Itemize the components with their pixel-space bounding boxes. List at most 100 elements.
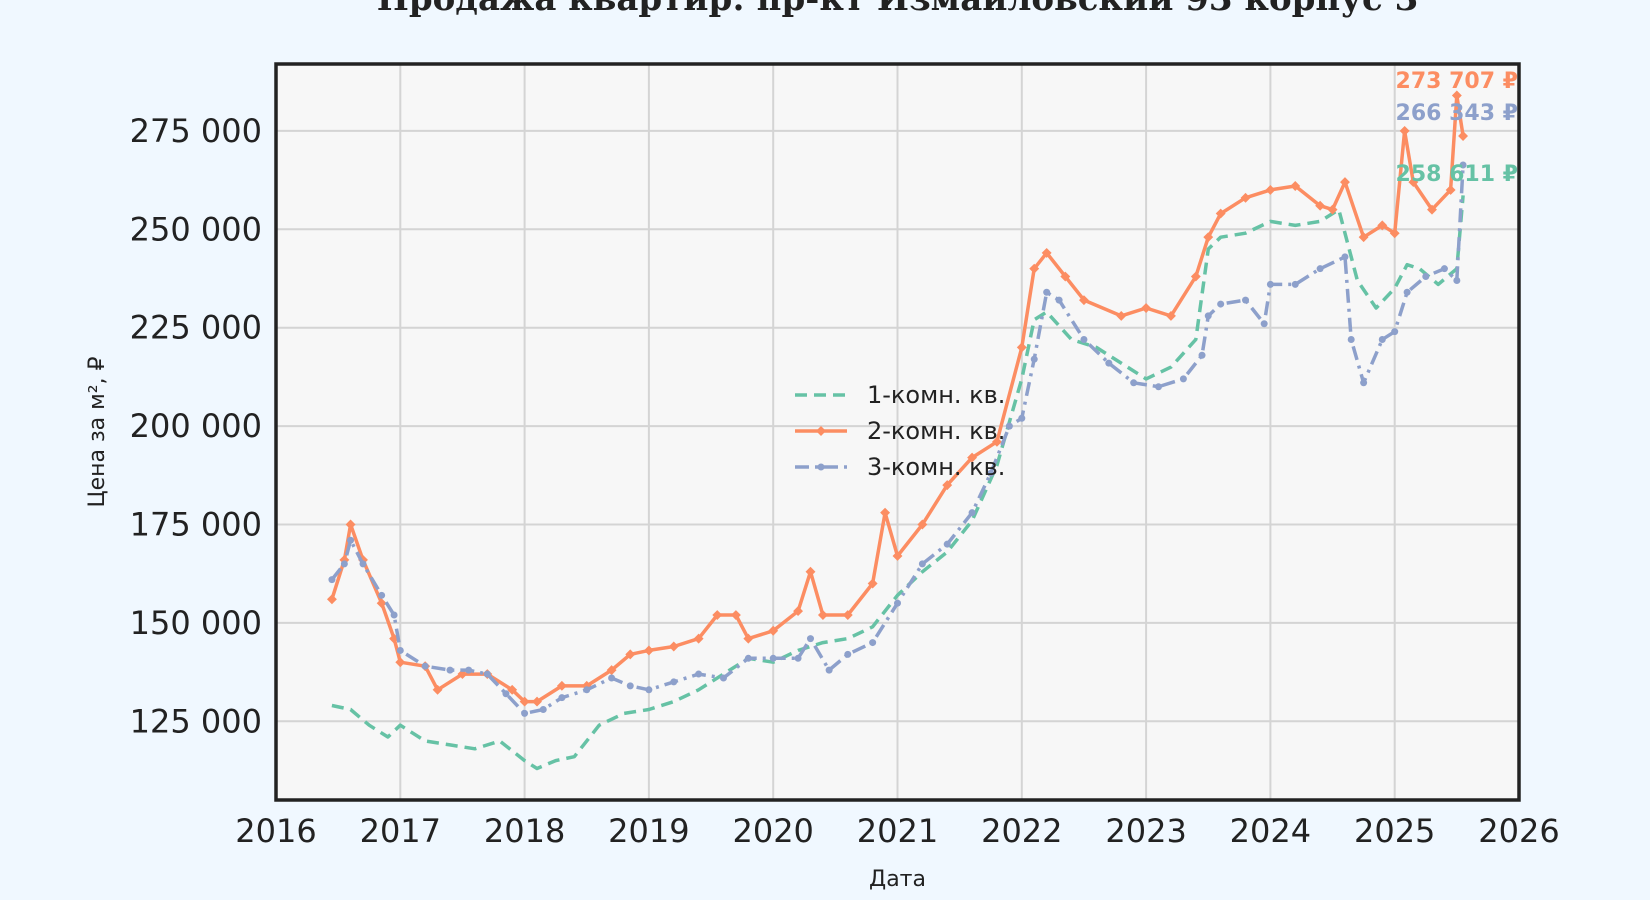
y-tick-label: 225 000 [130,309,262,347]
data-point [1190,271,1201,282]
data-point [1378,336,1386,344]
data-point [670,678,678,686]
data-point [1060,271,1071,282]
x-tick-label: 2026 [1478,812,1559,850]
legend-marker [817,463,825,471]
data-point [1316,265,1324,273]
data-point [606,665,617,676]
legend: 1-комн. кв. 2-комн. кв. 3-комн. кв. [795,381,1005,481]
x-tick-label: 2022 [981,812,1062,850]
y-tick-label: 275 000 [130,112,262,150]
data-point [942,480,953,491]
legend-label: 2-комн. кв. [867,417,1005,445]
data-point [769,654,777,662]
data-point [1340,177,1350,188]
data-point [1240,192,1251,203]
legend-label: 3-комн. кв. [867,453,1005,481]
data-point [805,566,816,577]
y-axis-ticks: 125 000 150 000 175 000 200 000 225 000 250 0… [130,112,262,740]
data-point [1018,414,1026,422]
data-point [1166,310,1176,321]
data-point [378,591,386,599]
data-point [1458,131,1469,141]
data-point [328,576,336,584]
data-point [340,560,348,568]
y-tick-label: 200 000 [130,407,262,445]
x-tick-label: 2025 [1354,812,1435,850]
data-point [326,594,337,605]
data-point [519,696,530,707]
data-point [693,633,704,644]
series-line [331,195,1465,771]
data-point [1341,253,1349,261]
data-point [1290,181,1301,191]
data-point [1315,200,1326,211]
data-point [1291,280,1299,288]
data-point [558,694,566,702]
data-point [532,696,542,707]
data-point [1043,288,1051,296]
data-point [1179,375,1187,383]
data-point [345,519,356,530]
data-point [556,680,567,691]
data-point [395,657,406,668]
data-point [719,674,727,682]
data-point [968,509,976,517]
data-point [1440,265,1448,273]
end-value-label: 266 343 ₽ [1396,101,1518,126]
data-point [668,641,679,652]
data-point [793,606,804,617]
data-point [483,670,491,678]
data-point [1198,351,1206,359]
data-point [1389,228,1400,239]
data-point [1260,320,1268,328]
x-tick-label: 2023 [1105,812,1186,850]
data-point [396,646,404,654]
data-point [806,635,814,643]
data-point [608,674,616,682]
data-point [1427,204,1437,215]
data-point [695,670,703,678]
data-point [521,709,529,717]
data-point [1204,312,1212,320]
x-tick-label: 2021 [857,812,938,850]
data-point [1055,296,1063,304]
data-point [867,578,878,589]
y-tick-label: 175 000 [130,505,262,543]
data-point [1130,379,1138,387]
series-group [326,90,1469,771]
data-point [1141,303,1152,313]
chart-title: Продажа квартир: пр-кт Измайловский 93 к… [377,0,1419,19]
data-point [1079,295,1089,306]
x-tick-label: 2016 [235,812,316,850]
data-point [1265,184,1276,195]
data-point [1215,208,1226,219]
data-point [1399,125,1410,136]
data-point [359,560,367,568]
y-axis-title: Цена за м², ₽ [85,356,110,507]
data-point [421,662,429,670]
data-point [1080,336,1088,344]
data-point [1451,90,1462,101]
data-point [943,540,951,548]
end-value-label: 258 611 ₽ [1396,162,1518,187]
data-point [894,599,901,607]
data-point [1459,161,1467,169]
data-point [1403,288,1411,296]
data-point [1377,220,1388,231]
data-point [967,452,978,463]
data-point [625,649,636,660]
data-point [1266,280,1274,288]
legend-label: 1-комн. кв. [867,381,1005,409]
data-point [712,610,723,620]
series-3 [328,161,1467,717]
y-tick-label: 150 000 [130,604,262,642]
x-tick-label: 2017 [360,812,441,850]
data-point [1360,379,1368,387]
data-point [987,469,995,477]
data-point [1203,232,1214,243]
data-point [743,633,754,644]
data-point [844,650,852,658]
data-point [1116,310,1127,321]
